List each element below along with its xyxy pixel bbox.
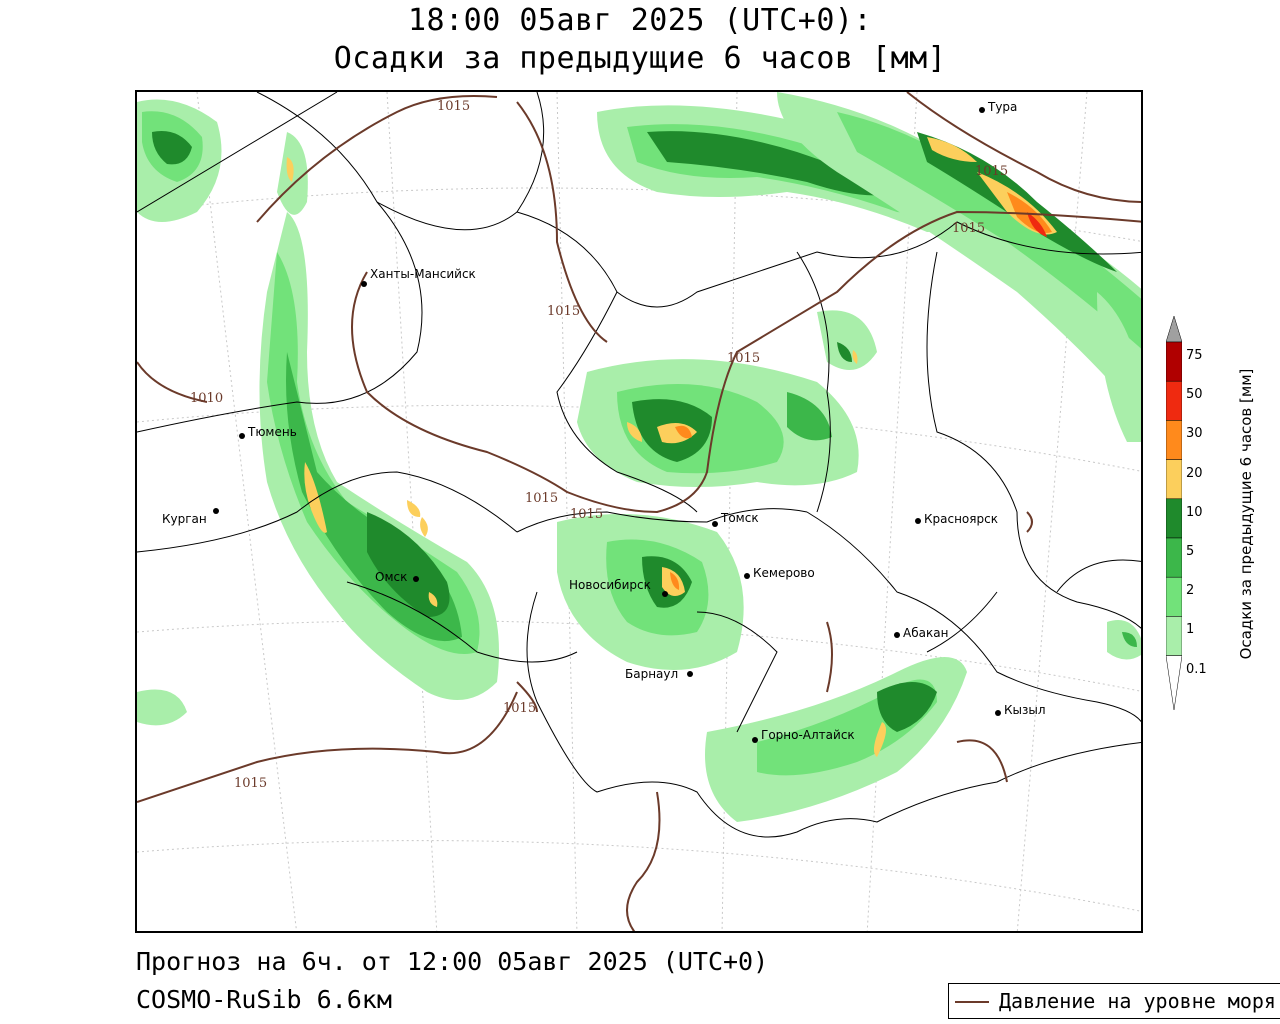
- svg-text:Курган: Курган: [162, 512, 207, 526]
- svg-text:Абакан: Абакан: [903, 626, 948, 640]
- colorbar-segments: [1166, 316, 1182, 710]
- city-kemerovo[interactable]: Кемерово: [744, 566, 815, 580]
- city-tura[interactable]: Тура: [979, 100, 1017, 114]
- svg-text:Горно-Алтайск: Горно-Алтайск: [761, 728, 855, 742]
- precipitation-colorbar: [1166, 316, 1182, 710]
- colorbar-band: [1166, 498, 1182, 539]
- city-tyumen[interactable]: Тюмень: [239, 425, 297, 439]
- svg-text:Ханты-Мансийск: Ханты-Мансийск: [370, 267, 476, 281]
- isobar-legend-label: Давление на уровне моря: [999, 989, 1276, 1013]
- svg-text:Кемерово: Кемерово: [753, 566, 815, 580]
- city-krasnoyarsk[interactable]: Красноярск: [915, 512, 998, 526]
- model-name: COSMO-RuSib 6.6км: [136, 985, 392, 1014]
- isobar-label: 1015: [525, 491, 558, 506]
- colorbar-tick-label: 0.1: [1186, 661, 1207, 677]
- city-markers: Тура Ханты-Мансийск Тюмень Курган Омск Т…: [162, 100, 1046, 743]
- region-boundaries: [137, 92, 1141, 838]
- svg-text:Тюмень: Тюмень: [247, 425, 297, 439]
- city-novosibirsk[interactable]: Новосибирск: [569, 578, 668, 597]
- colorbar-band: [1166, 537, 1182, 578]
- city-gorno-altaysk[interactable]: Горно-Алтайск: [752, 728, 855, 743]
- colorbar-tick-label: 2: [1186, 583, 1195, 599]
- colorbar-band: [1166, 380, 1182, 421]
- svg-text:Барнаул: Барнаул: [625, 667, 678, 681]
- colorbar-tick-label: 5: [1186, 544, 1195, 559]
- city-kurgan[interactable]: Курган: [162, 508, 219, 526]
- precipitation-map[interactable]: 1015 1015 1015 1015 1015 1015 1015 1015 …: [135, 90, 1143, 933]
- isobar-label: 1015: [503, 701, 536, 716]
- colorbar-band: [1166, 459, 1182, 500]
- colorbar-band: [1166, 616, 1182, 656]
- colorbar-over-arrow: [1166, 316, 1182, 343]
- map-title-line-1: 18:00 05авг 2025 (UTC+0):: [407, 3, 873, 38]
- colorbar-band: [1166, 576, 1182, 617]
- isobar-labels: 1015 1015 1015 1015 1015 1015 1015 1015 …: [190, 99, 1008, 791]
- colorbar-band: [1166, 420, 1182, 460]
- colorbar-tick-label: 20: [1186, 465, 1203, 481]
- colorbar-tick-label: 30: [1186, 426, 1203, 442]
- precipitation-field: [137, 92, 1141, 822]
- isobar-label: 1015: [952, 221, 985, 236]
- colorbar-tick-label: 1: [1186, 622, 1195, 638]
- city-khanty-mansiysk[interactable]: Ханты-Мансийск: [361, 267, 476, 287]
- isobars: [137, 92, 1141, 931]
- isobar-label: 1015: [727, 351, 760, 366]
- forecast-info: Прогноз на 6ч. от 12:00 05авг 2025 (UTC+…: [136, 947, 769, 976]
- isobar-label: 1015: [234, 776, 267, 791]
- svg-text:Красноярск: Красноярск: [924, 512, 998, 526]
- colorbar-tick-label: 10: [1186, 504, 1203, 520]
- colorbar-title: Осадки за предыдущие 6 часов [мм]: [1237, 368, 1255, 660]
- svg-text:Новосибирск: Новосибирск: [569, 578, 651, 592]
- map-title-line-2: Осадки за предыдущие 6 часов [мм]: [333, 41, 947, 76]
- city-abakan[interactable]: Абакан: [894, 626, 948, 640]
- colorbar-tick-label: 50: [1186, 387, 1203, 403]
- svg-text:Томск: Томск: [720, 511, 759, 525]
- isobar-label: 1010: [190, 391, 223, 406]
- isobar-legend-line: [955, 1001, 989, 1003]
- colorbar-under-arrow: [1166, 655, 1182, 710]
- isobar-legend: Давление на уровне моря: [948, 983, 1280, 1019]
- colorbar-band: [1166, 341, 1182, 382]
- city-kyzyl[interactable]: Кызыл: [995, 703, 1046, 717]
- map-canvas: 1015 1015 1015 1015 1015 1015 1015 1015 …: [137, 92, 1141, 931]
- isobar-label: 1015: [975, 164, 1008, 179]
- svg-text:Омск: Омск: [375, 570, 407, 584]
- isobar-label: 1015: [570, 507, 603, 522]
- city-barnaul[interactable]: Барнаул: [625, 667, 693, 681]
- city-tomsk[interactable]: Томск: [712, 511, 759, 527]
- isobar-label: 1015: [437, 99, 470, 114]
- svg-text:Кызыл: Кызыл: [1004, 703, 1046, 717]
- city-omsk[interactable]: Омск: [375, 570, 419, 584]
- colorbar-tick-label: 75: [1186, 348, 1203, 363]
- svg-text:Тура: Тура: [987, 100, 1017, 114]
- isobar-label: 1015: [547, 304, 580, 319]
